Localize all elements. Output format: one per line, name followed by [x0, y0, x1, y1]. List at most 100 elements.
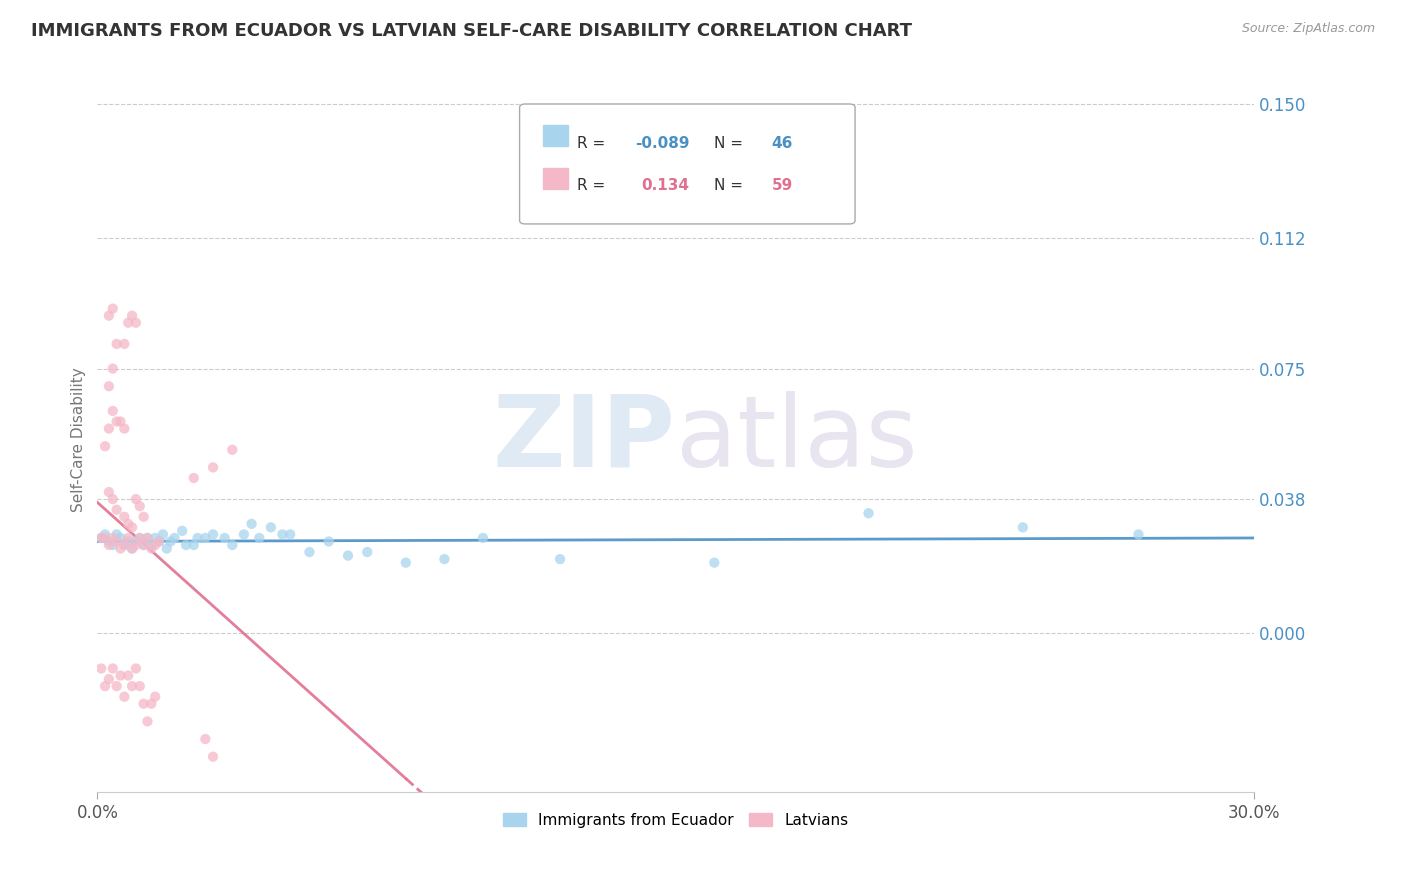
- Point: [163, 531, 186, 545]
- Point: [141, 697, 163, 711]
- Text: atlas: atlas: [676, 391, 917, 488]
- Point: [471, 531, 494, 545]
- Text: IMMIGRANTS FROM ECUADOR VS LATVIAN SELF-CARE DISABILITY CORRELATION CHART: IMMIGRANTS FROM ECUADOR VS LATVIAN SELF-…: [31, 22, 912, 40]
- Point: [117, 668, 139, 682]
- Point: [221, 442, 243, 457]
- Point: [183, 538, 205, 552]
- Point: [125, 534, 148, 549]
- Point: [110, 531, 132, 545]
- Point: [121, 541, 143, 556]
- Point: [141, 538, 163, 552]
- Point: [1128, 527, 1150, 541]
- Point: [128, 531, 150, 545]
- Point: [112, 421, 135, 435]
- Point: [101, 404, 124, 418]
- Point: [337, 549, 360, 563]
- Point: [117, 516, 139, 531]
- Point: [94, 439, 117, 453]
- Point: [110, 415, 132, 429]
- Point: [132, 509, 155, 524]
- Bar: [543, 125, 568, 146]
- Point: [125, 538, 148, 552]
- Point: [247, 531, 270, 545]
- Point: [97, 485, 120, 500]
- Point: [318, 534, 340, 549]
- Point: [221, 538, 243, 552]
- Point: [117, 534, 139, 549]
- Text: ZIP: ZIP: [494, 391, 676, 488]
- Point: [105, 415, 128, 429]
- Point: [90, 661, 112, 675]
- Text: -0.089: -0.089: [636, 136, 690, 151]
- Point: [97, 309, 120, 323]
- Point: [172, 524, 194, 538]
- Text: 59: 59: [772, 178, 793, 193]
- Point: [105, 534, 128, 549]
- Point: [101, 361, 124, 376]
- Point: [1011, 520, 1033, 534]
- Point: [156, 541, 179, 556]
- Point: [97, 672, 120, 686]
- Point: [214, 531, 236, 545]
- Point: [202, 749, 225, 764]
- Point: [143, 690, 166, 704]
- Point: [183, 471, 205, 485]
- Point: [194, 531, 217, 545]
- Point: [105, 337, 128, 351]
- Text: N =: N =: [714, 136, 748, 151]
- Point: [433, 552, 456, 566]
- Point: [136, 531, 159, 545]
- Point: [121, 541, 143, 556]
- Point: [132, 697, 155, 711]
- Point: [395, 556, 418, 570]
- Point: [112, 538, 135, 552]
- Point: [101, 492, 124, 507]
- Point: [112, 690, 135, 704]
- Point: [132, 538, 155, 552]
- Point: [202, 527, 225, 541]
- Point: [90, 531, 112, 545]
- Point: [101, 661, 124, 675]
- Point: [194, 732, 217, 747]
- Point: [117, 316, 139, 330]
- Point: [110, 541, 132, 556]
- Point: [202, 460, 225, 475]
- Point: [128, 499, 150, 513]
- Point: [94, 531, 117, 545]
- Point: [240, 516, 263, 531]
- Point: [143, 538, 166, 552]
- Text: R =: R =: [578, 136, 610, 151]
- Point: [148, 534, 170, 549]
- Point: [174, 538, 197, 552]
- FancyBboxPatch shape: [520, 104, 855, 224]
- Point: [101, 531, 124, 545]
- Point: [143, 531, 166, 545]
- Point: [90, 531, 112, 545]
- Point: [271, 527, 294, 541]
- Point: [152, 527, 174, 541]
- Point: [97, 534, 120, 549]
- Legend: Immigrants from Ecuador, Latvians: Immigrants from Ecuador, Latvians: [496, 806, 855, 834]
- Point: [356, 545, 378, 559]
- Point: [858, 506, 880, 520]
- Point: [548, 552, 571, 566]
- Point: [94, 679, 117, 693]
- Point: [112, 509, 135, 524]
- Point: [125, 661, 148, 675]
- Point: [141, 541, 163, 556]
- Point: [278, 527, 301, 541]
- Point: [136, 714, 159, 729]
- Point: [187, 531, 209, 545]
- Point: [132, 538, 155, 552]
- Text: Source: ZipAtlas.com: Source: ZipAtlas.com: [1241, 22, 1375, 36]
- Point: [298, 545, 321, 559]
- Point: [101, 538, 124, 552]
- Point: [121, 679, 143, 693]
- Point: [110, 668, 132, 682]
- Point: [97, 421, 120, 435]
- Point: [112, 337, 135, 351]
- Text: R =: R =: [578, 178, 610, 193]
- Point: [125, 492, 148, 507]
- Point: [117, 531, 139, 545]
- Text: 0.134: 0.134: [641, 178, 689, 193]
